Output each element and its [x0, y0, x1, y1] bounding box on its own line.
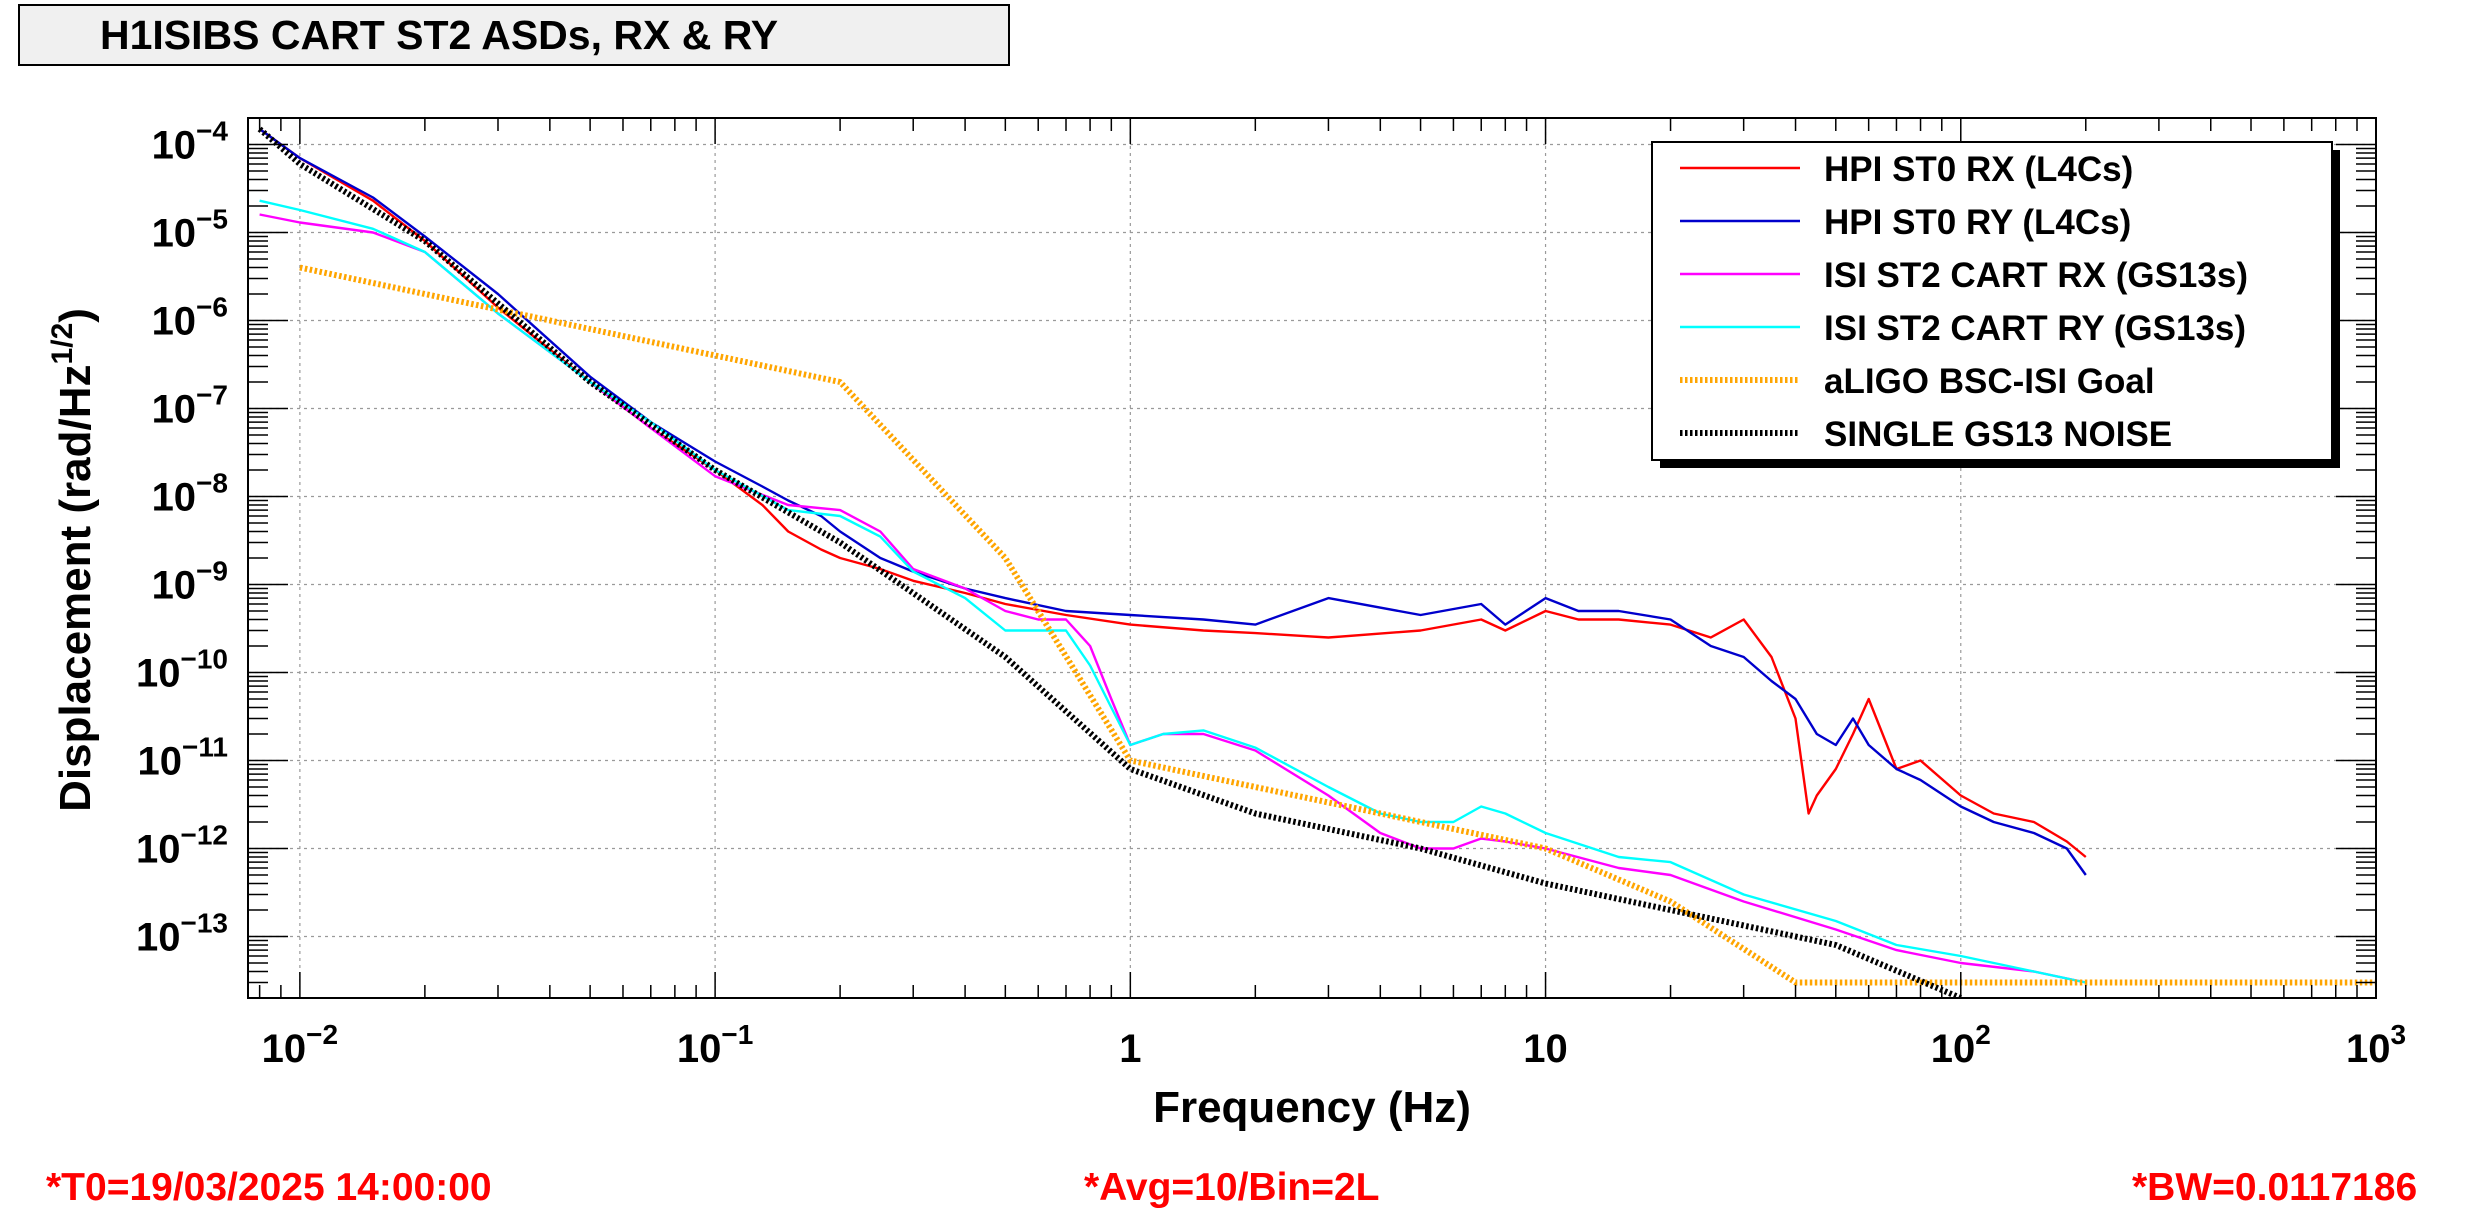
x-axis-label: Frequency (Hz) [1153, 1083, 1471, 1132]
legend-label: HPI ST0 RY (L4Cs) [1824, 203, 2131, 242]
legend-label: ISI ST2 CART RY (GS13s) [1824, 309, 2246, 348]
legend-box [1651, 141, 2333, 461]
y-tick-label: 10−7 [152, 379, 228, 431]
y-tick-label: 10−12 [136, 819, 228, 871]
x-tick-label: 1 [1119, 1027, 1141, 1071]
series-line [258, 128, 2087, 876]
series-line [299, 264, 2376, 986]
y-tick-labels: 10−4 10−5 10−6 10−7 10−8 10−9 10−10 10−11 10−12 1… [136, 115, 228, 959]
y-tick-label: 10−8 [152, 467, 228, 519]
footer-bandwidth: *BW=0.0117186 [2132, 1166, 2418, 1209]
x-tick-label: 10 [1523, 1027, 1568, 1071]
legend-label: HPI ST0 RX (L4Cs) [1824, 150, 2133, 189]
axis-ticks [248, 117, 2377, 999]
legend: HPI ST0 RX (L4Cs) HPI ST0 RY (L4Cs) ISI ST… [1651, 141, 2340, 468]
x-tick-label: 10−1 [677, 1019, 753, 1071]
series-layer [257, 126, 2376, 998]
footer-avg-bin: *Avg=10/Bin=2L [1084, 1166, 1380, 1209]
chart-title: H1ISIBS CART ST2 ASDs, RX & RY [18, 4, 1010, 66]
legend-label: aLIGO BSC-ISI Goal [1824, 362, 2155, 401]
y-tick-label: 10−13 [136, 907, 228, 959]
y-tick-label: 10−10 [136, 643, 228, 695]
y-tick-label: 10−9 [152, 555, 228, 607]
footer-t0: *T0=19/03/2025 14:00:00 [46, 1166, 492, 1209]
y-tick-label: 10−11 [138, 731, 228, 783]
y-tick-label: 10−5 [152, 203, 228, 255]
x-tick-labels: 10−2 10−1 1 10 102 103 [262, 1019, 2406, 1071]
x-tick-label: 102 [1931, 1019, 1991, 1071]
legend-label: SINGLE GS13 NOISE [1824, 415, 2172, 454]
y-tick-label: 10−4 [152, 115, 229, 167]
x-tick-label: 103 [2346, 1019, 2406, 1071]
legend-label: ISI ST2 CART RX (GS13s) [1824, 256, 2248, 295]
series-line [257, 126, 1962, 998]
x-tick-label: 10−2 [262, 1019, 338, 1071]
series-line [258, 128, 2087, 858]
y-axis-label: Displacement (rad/Hz1/2) [46, 308, 100, 812]
y-tick-label: 10−6 [152, 291, 228, 343]
